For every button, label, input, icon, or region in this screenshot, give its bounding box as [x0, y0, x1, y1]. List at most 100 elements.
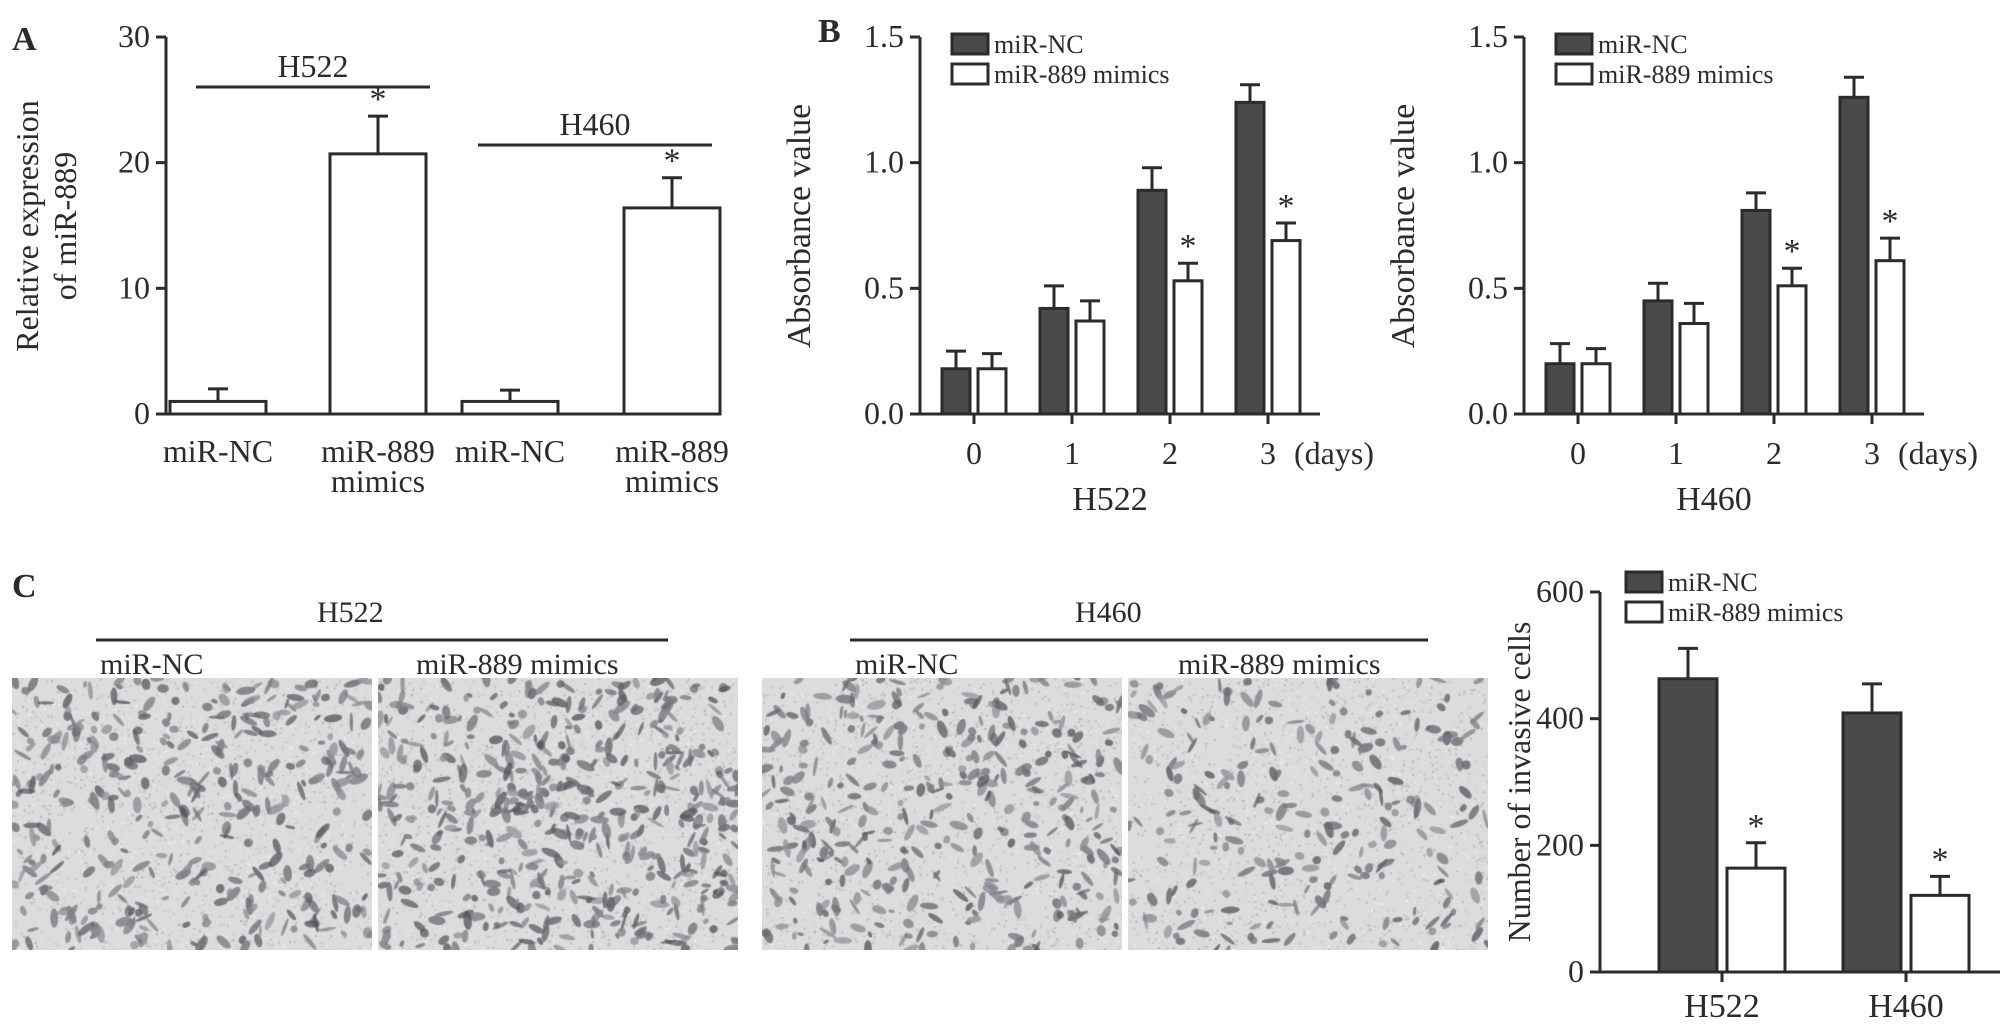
- photo-label-h522-mir-889-mimics: miR-889 mimics: [416, 648, 619, 681]
- panel-c-legend-swatch: [1624, 600, 1664, 624]
- panel-b1-x-tick-label: 3: [1260, 435, 1276, 471]
- panel-a-category-label: mimics: [331, 463, 425, 499]
- photo-group-label-h522: H522: [317, 596, 384, 629]
- panel-b2-x-unit: (days): [1898, 435, 1978, 471]
- photo-label-h460-mir-889-mimics: miR-889 mimics: [1178, 648, 1381, 681]
- panel-a-category-label: mimics: [625, 463, 719, 499]
- panel-b1-bar: [1074, 319, 1106, 416]
- panel-b1-bar: [1270, 239, 1302, 416]
- panel-b1-bar: [976, 367, 1008, 416]
- panel-a-group-label: H460: [559, 106, 630, 142]
- panel-b2-y-axis-tick-label: 1.0: [1468, 144, 1508, 180]
- panel-b2-x-label: H460: [1676, 481, 1752, 518]
- panel-a-category-label: miR-889: [321, 433, 435, 469]
- panel-b1-bar: [1038, 306, 1070, 416]
- panel-letter-b: B: [818, 13, 841, 50]
- panel-b1-x-unit: (days): [1294, 435, 1374, 471]
- micrograph-h460-mir-nc: [762, 678, 1122, 950]
- panel-b2-x-tick-label: 1: [1668, 435, 1684, 471]
- panel-b2-bar: [1580, 362, 1612, 416]
- panel-c-y-axis-tick-label: 200: [1536, 826, 1584, 862]
- panel-b2-bar: [1678, 322, 1710, 416]
- panel-b2-legend-swatch: [1554, 32, 1594, 56]
- panel-letter-c: C: [12, 568, 37, 605]
- panel-a-y-axis-tick-label: 0: [134, 395, 150, 431]
- panel-a-category-label: miR-889: [615, 433, 729, 469]
- panel-b1-x-tick-label: 0: [966, 435, 982, 471]
- panel-c-y-axis-tick-label: 400: [1536, 700, 1584, 736]
- panel-b2-x-tick-label: 0: [1570, 435, 1586, 471]
- panel-a-y-axis-tick-label: 30: [118, 18, 150, 54]
- micrograph-h522-mir-889-mimics: [378, 678, 738, 950]
- panel-a-bar: [328, 152, 428, 416]
- panel-a-y-axis-tick-label: 10: [118, 269, 150, 305]
- panel-letter-a: A: [12, 21, 37, 58]
- panel-b2-legend-entry: miR-NC: [1598, 30, 1688, 59]
- panel-a-y-axis-tick-label: 20: [118, 144, 150, 180]
- panel-c-legend-entry: miR-889 mimics: [1668, 598, 1844, 627]
- panel-b2-bar: [1544, 362, 1576, 416]
- panel-b2-y-label: Absorbance value: [1385, 104, 1422, 349]
- panel-b1-legend-swatch: [950, 62, 990, 86]
- panel-b1-x-tick-label: 1: [1064, 435, 1080, 471]
- panel-b1-legend-entry: miR-889 mimics: [994, 60, 1170, 89]
- panel-b2-legend-swatch: [1554, 62, 1594, 86]
- panel-b1-bar: [1172, 279, 1204, 416]
- panel-b2-x-tick-label: 3: [1864, 435, 1880, 471]
- panel-b1-bar: [1234, 100, 1266, 416]
- panel-b1-bar: [1136, 188, 1168, 416]
- panel-b2-x-tick-label: 2: [1766, 435, 1782, 471]
- panel-c-y-axis-tick-label: 600: [1536, 573, 1584, 609]
- panel-a-y-label: of miR-889: [47, 152, 83, 300]
- panel-b1-y-axis-tick-label: 1.0: [864, 144, 904, 180]
- panel-b1-y-axis-tick-label: 0.0: [864, 395, 904, 431]
- photo-group-label-h460: H460: [1075, 596, 1142, 629]
- panel-b2-bar: [1776, 284, 1808, 416]
- panel-c-y-axis-tick-label: 0: [1568, 953, 1584, 989]
- panel-c-legend-entry: miR-NC: [1668, 568, 1758, 597]
- panel-b2-y-axis-tick-label: 1.5: [1468, 18, 1508, 54]
- panel-c-x-tick-label: H522: [1684, 988, 1760, 1025]
- panel-b1-y-axis-tick-label: 0.5: [864, 269, 904, 305]
- panel-b1-significance: *: [1278, 188, 1295, 225]
- panel-b2-legend-entry: miR-889 mimics: [1598, 60, 1774, 89]
- panel-b2-bar: [1642, 299, 1674, 416]
- panel-b2-bar: [1838, 95, 1870, 416]
- panel-c-x-tick-label: H460: [1868, 988, 1944, 1025]
- micrograph-h460-mir-889-mimics: [1128, 678, 1488, 950]
- panel-c-bar: [1909, 893, 1971, 974]
- panel-b2-bar: [1740, 208, 1772, 416]
- panel-b1-bar: [940, 367, 972, 416]
- panel-b2-bar: [1874, 259, 1906, 416]
- panel-c-significance: *: [1932, 841, 1949, 878]
- panel-c-bar: [1725, 866, 1787, 974]
- panel-a-category-label: miR-NC: [163, 433, 273, 469]
- panel-a-bar: [168, 399, 268, 416]
- panel-a-category-label: miR-NC: [455, 433, 565, 469]
- panel-b1-y-label: Absorbance value: [781, 104, 818, 349]
- panel-c-significance: *: [1748, 808, 1765, 845]
- panel-b1-significance: *: [1180, 228, 1197, 265]
- panel-b1-y-axis-tick-label: 1.5: [864, 18, 904, 54]
- panel-a-bar: [460, 399, 560, 416]
- panel-b1-x-label: H522: [1072, 481, 1148, 518]
- panel-a-group-label: H522: [277, 48, 348, 84]
- panel-c-y-label: Number of invasive cells: [1501, 622, 1537, 943]
- photo-label-h522-mir-nc: miR-NC: [100, 648, 204, 681]
- panel-b1-x-tick-label: 2: [1162, 435, 1178, 471]
- panel-b1-legend-swatch: [950, 32, 990, 56]
- panel-b1-legend-entry: miR-NC: [994, 30, 1084, 59]
- photo-label-h460-mir-nc: miR-NC: [855, 648, 959, 681]
- panel-b2-significance: *: [1784, 233, 1801, 270]
- panel-c-bar: [1841, 711, 1903, 974]
- micrograph-h522-mir-nc: [12, 678, 372, 950]
- panel-a-significance: *: [664, 143, 681, 180]
- panel-a-y-label: Relative expression: [9, 100, 45, 351]
- panel-b2-y-axis-tick-label: 0.5: [1468, 269, 1508, 305]
- panel-b2-significance: *: [1882, 203, 1899, 240]
- panel-c-bar: [1657, 677, 1719, 974]
- panel-c-legend-swatch: [1624, 570, 1664, 594]
- panel-a-bar: [622, 206, 722, 416]
